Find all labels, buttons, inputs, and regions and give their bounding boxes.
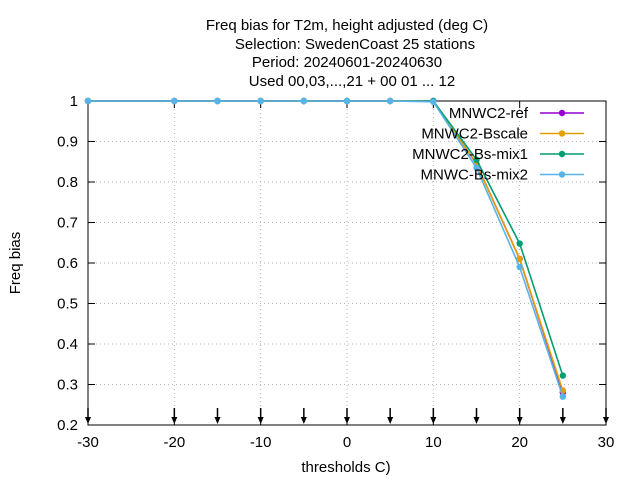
legend-label: MNWC2-Bs-mix1 — [412, 146, 528, 163]
legend-marker — [558, 171, 566, 178]
data-point — [516, 240, 523, 247]
data-point — [171, 97, 178, 105]
chart-title: Freq bias for T2m, height adjusted (deg … — [206, 17, 488, 90]
data-point — [516, 255, 523, 263]
data-point — [559, 372, 567, 379]
legend-label: MNWC2-ref — [449, 105, 529, 122]
threshold-arrow-head — [430, 417, 437, 424]
title-line-4: Used 00,03,...,21 + 00 01 ... 12 — [249, 73, 455, 90]
series-MNWC2-ref — [84, 97, 567, 396]
threshold-arrow-markers — [85, 408, 609, 424]
threshold-arrow — [257, 408, 264, 424]
threshold-arrow — [387, 408, 394, 424]
series-MNWC-Bs-mix2 — [84, 97, 567, 400]
y-tick-label: 1 — [70, 93, 78, 110]
threshold-arrow-head — [257, 417, 264, 424]
threshold-arrow — [85, 408, 91, 424]
threshold-arrow-head — [344, 417, 350, 424]
threshold-arrow — [603, 408, 609, 424]
threshold-arrow — [171, 408, 178, 424]
x-tick-label: -30 — [77, 434, 99, 451]
threshold-arrow — [559, 408, 566, 424]
y-axis-label: Freq bias — [7, 232, 24, 295]
x-tick-label: 10 — [425, 434, 442, 451]
x-tick-label: -20 — [163, 434, 185, 451]
legend-entry: MNWC-Bs-mix2 — [421, 167, 584, 184]
tick-labels: 0.2 0.3 0.4 0.5 0.6 0.7 0.8 0.9 1 -30 -20 -10 0 10 20 3… — [57, 93, 614, 451]
threshold-arrow-head — [171, 417, 178, 424]
y-tick-label: 0.8 — [57, 174, 78, 191]
x-tick-label: 20 — [511, 434, 528, 451]
legend-label: MNWC2-Bscale — [421, 126, 528, 143]
x-tick-label: -10 — [250, 434, 272, 451]
threshold-arrow-head — [214, 417, 221, 424]
threshold-arrow — [300, 408, 307, 424]
legend-entry: MNWC2-Bs-mix1 — [412, 146, 584, 163]
threshold-arrow — [430, 408, 437, 424]
y-tick-label: 0.6 — [57, 255, 78, 272]
x-tick-label: 0 — [343, 434, 351, 451]
threshold-arrow-head — [559, 417, 566, 424]
x-tick-label: 30 — [598, 434, 615, 451]
legend-entry: MNWC2-Bscale — [421, 126, 584, 143]
data-point — [430, 98, 437, 106]
threshold-arrow-head — [516, 417, 523, 424]
y-tick-label: 0.7 — [57, 215, 78, 232]
data-point — [300, 97, 308, 105]
data-series — [84, 97, 567, 400]
legend-marker — [558, 130, 566, 137]
title-line-2: Selection: SwedenCoast 25 stations — [235, 36, 475, 53]
legend-entry: MNWC2-ref — [449, 105, 584, 122]
y-tick-label: 0.2 — [57, 417, 78, 434]
y-tick-label: 0.9 — [57, 134, 78, 151]
threshold-arrow — [344, 408, 350, 424]
threshold-arrow-head — [300, 417, 307, 424]
series-line — [88, 100, 564, 393]
y-tick-label: 0.4 — [57, 336, 78, 353]
threshold-arrow-head — [603, 417, 609, 424]
threshold-arrow — [516, 408, 523, 424]
data-point — [84, 97, 92, 105]
data-point — [257, 97, 264, 105]
y-tick-label: 0.5 — [57, 296, 78, 313]
legend: MNWC2-ref MNWC2-Bscale MNWC2-Bs-mix1 MNWC-B… — [412, 105, 584, 184]
threshold-arrow-head — [473, 417, 480, 424]
data-point — [386, 97, 394, 105]
title-line-3: Period: 20240601-20240630 — [252, 54, 442, 71]
threshold-arrow-head — [85, 417, 91, 424]
threshold-arrow-head — [387, 417, 394, 424]
legend-marker — [558, 109, 566, 117]
title-line-1: Freq bias for T2m, height adjusted (deg … — [206, 17, 488, 34]
legend-label: MNWC-Bs-mix2 — [421, 167, 528, 184]
data-point — [473, 156, 480, 163]
legend-marker — [558, 150, 566, 158]
data-point — [559, 393, 567, 400]
data-point — [473, 164, 480, 172]
threshold-arrow — [473, 408, 480, 424]
data-point — [343, 97, 351, 105]
threshold-arrow — [214, 408, 221, 424]
data-point — [214, 97, 221, 105]
series-line — [88, 100, 564, 391]
y-tick-label: 0.3 — [57, 377, 78, 394]
data-point — [516, 263, 523, 271]
x-axis-label: thresholds C) — [301, 459, 390, 476]
grid-lines — [88, 101, 606, 425]
